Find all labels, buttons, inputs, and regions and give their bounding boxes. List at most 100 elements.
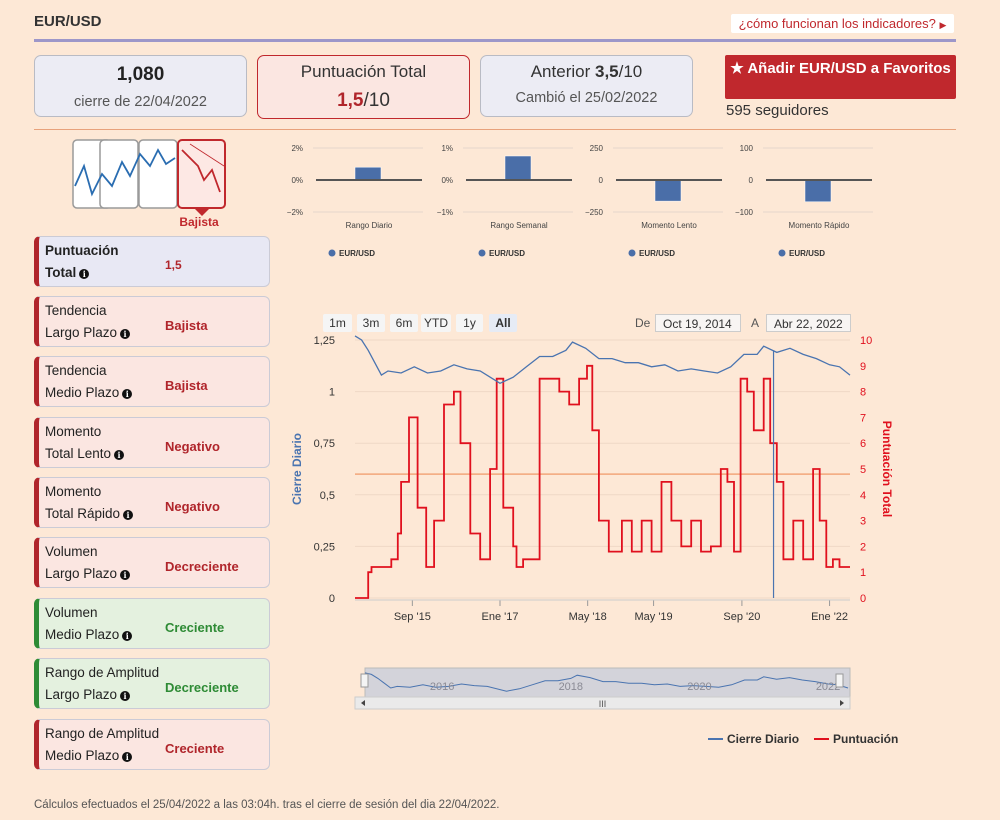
previous-score-suffix: /10	[618, 62, 643, 81]
add-favorites-button[interactable]: ★ Añadir EUR/USD a Favoritos	[725, 55, 956, 99]
close-value: 1,080	[116, 64, 165, 85]
y-tick-label: −100	[735, 208, 754, 217]
indicator-subname: Total	[45, 265, 77, 280]
x-tick-label: Ene '17	[482, 611, 519, 623]
scroll-right-icon[interactable]	[840, 700, 844, 706]
page-title: EUR/USD	[34, 13, 102, 30]
info-icon[interactable]: i	[122, 752, 133, 762]
y2-tick-label: 6	[860, 438, 866, 450]
from-date-input[interactable]: Oct 19, 2014	[655, 314, 741, 332]
navigator-handle-right[interactable]	[835, 673, 844, 688]
y-tick-label: −1%	[437, 208, 453, 217]
indicator-value: Bajista	[165, 378, 208, 393]
range-button-6m[interactable]: 6m	[390, 314, 418, 332]
x-axis-label: Rango Semanal	[490, 221, 548, 230]
indicator-value: 1,5	[165, 258, 182, 272]
previous-score-changed: Cambió el 25/02/2022	[515, 90, 658, 106]
indicator-name: Volumen	[45, 544, 98, 559]
legend-dot	[778, 249, 786, 257]
range-button-1m[interactable]: 1m	[323, 314, 352, 332]
legend-label: EUR/USD	[639, 249, 675, 258]
previous-score-card: Anterior 3,5/10 Cambió el 25/02/2022	[480, 55, 693, 117]
scrollbar[interactable]	[354, 696, 851, 710]
y2-tick-label: 9	[860, 361, 866, 373]
y-tick-label: 0,75	[314, 438, 335, 450]
indicator-card: Puntuación Total i 1,5	[34, 236, 270, 287]
y2-tick-label: 0	[860, 593, 866, 605]
add-favorites-label: Añadir EUR/USD a Favoritos	[747, 60, 951, 77]
y-tick-label: 0,5	[320, 490, 335, 502]
caret-right-icon: ▶	[939, 20, 947, 30]
y-tick-label: 0	[329, 593, 335, 605]
indicator-name: Rango de Amplitud	[45, 665, 160, 680]
indicator-subname: Medio Plazo	[45, 748, 120, 763]
y-tick-label: 0%	[291, 176, 303, 185]
trend-line-icon	[74, 148, 176, 197]
x-tick-label: Ene '22	[811, 611, 848, 623]
star-icon: ★	[730, 60, 744, 77]
indicator-name: Momento	[45, 484, 102, 499]
bearish-line-icon	[181, 149, 221, 193]
to-date-input[interactable]: Abr 22, 2022	[766, 314, 851, 332]
y2-tick-label: 7	[860, 412, 866, 424]
indicator-card: Rango de Amplitud Medio Plazo i Creciente	[34, 719, 270, 770]
info-icon[interactable]: i	[122, 389, 133, 399]
info-icon[interactable]: i	[114, 450, 125, 460]
to-label: A	[751, 316, 760, 330]
range-button-ytd[interactable]: YTD	[421, 314, 451, 332]
x-tick-label: Sep '20	[723, 611, 760, 623]
y-tick-label: −2%	[287, 208, 303, 217]
navigator-handle-left[interactable]	[360, 673, 369, 688]
navigator-label: 2022	[816, 681, 840, 693]
indicator-name: Puntuación	[45, 243, 119, 258]
x-tick-label: May '19	[634, 611, 672, 623]
range-button-1y[interactable]: 1y	[456, 314, 483, 332]
close-card: 1,080 cierre de 22/04/2022	[34, 55, 247, 117]
legend-dot	[478, 249, 486, 257]
indicator-card: Volumen Medio Plazo i Creciente	[34, 598, 270, 649]
range-button-3m[interactable]: 3m	[357, 314, 385, 332]
x-axis-label: Momento Rápido	[789, 221, 850, 230]
y2-tick-label: 1	[860, 567, 866, 579]
total-score-card: Puntuación Total 1,5/10	[257, 55, 470, 119]
pointer-icon	[194, 208, 210, 216]
previous-score-label: Anterior	[530, 62, 591, 81]
y2-tick-label: 10	[860, 335, 872, 347]
total-score-value: 1,5	[337, 90, 364, 111]
mini-chart: 2% 0% −2% Rango Diario EUR/USD	[287, 144, 423, 258]
legend-close-label[interactable]: Cierre Diario	[727, 732, 799, 746]
score-series-line	[355, 364, 850, 599]
info-icon[interactable]: i	[120, 691, 131, 701]
scroll-left-icon[interactable]	[361, 700, 365, 706]
indicator-value: Negativo	[165, 499, 220, 514]
indicator-name: Volumen	[45, 605, 98, 620]
legend-label: EUR/USD	[339, 249, 375, 258]
trend-icon-label: Bajista	[179, 215, 219, 229]
y-tick-label: 0	[599, 176, 604, 185]
y-tick-label: 0	[749, 176, 754, 185]
trend-icon: Bajista	[72, 139, 226, 229]
info-icon[interactable]: i	[123, 510, 134, 520]
total-score-label: Puntuación Total	[300, 62, 427, 81]
legend-score-label[interactable]: Puntuación	[833, 732, 898, 746]
indicator-card: Volumen Largo Plazo i Decreciente	[34, 537, 270, 588]
x-axis-label: Momento Lento	[641, 221, 697, 230]
info-icon[interactable]: i	[122, 631, 133, 641]
indicator-subname: Medio Plazo	[45, 385, 120, 400]
range-button-all[interactable]: All	[489, 314, 517, 332]
y-axis-title: Cierre Diario	[290, 433, 304, 505]
section-divider	[34, 129, 956, 130]
info-icon[interactable]: i	[120, 329, 131, 339]
footer-note: Cálculos efectuados el 25/04/2022 a las …	[34, 799, 500, 811]
how-indicators-link[interactable]: ¿cómo funcionan los indicadores? ▶	[731, 14, 954, 33]
main-chart: 0 0,25 0,5 0,75 1 1,25 0 1 2 3 4 5 6 7 8 9 10 Sep '15 Ene …	[290, 335, 898, 746]
navigator-series	[364, 672, 849, 692]
scroll-grip-icon[interactable]: III	[599, 699, 607, 709]
indicator-card: Tendencia Largo Plazo i Bajista	[34, 296, 270, 347]
indicator-subname: Total Rápido	[45, 506, 121, 521]
info-icon[interactable]: i	[120, 570, 131, 580]
indicator-subname: Largo Plazo	[45, 687, 118, 702]
bar	[354, 166, 382, 181]
x-axis-label: Rango Diario	[346, 221, 393, 230]
info-icon[interactable]: i	[79, 269, 90, 279]
